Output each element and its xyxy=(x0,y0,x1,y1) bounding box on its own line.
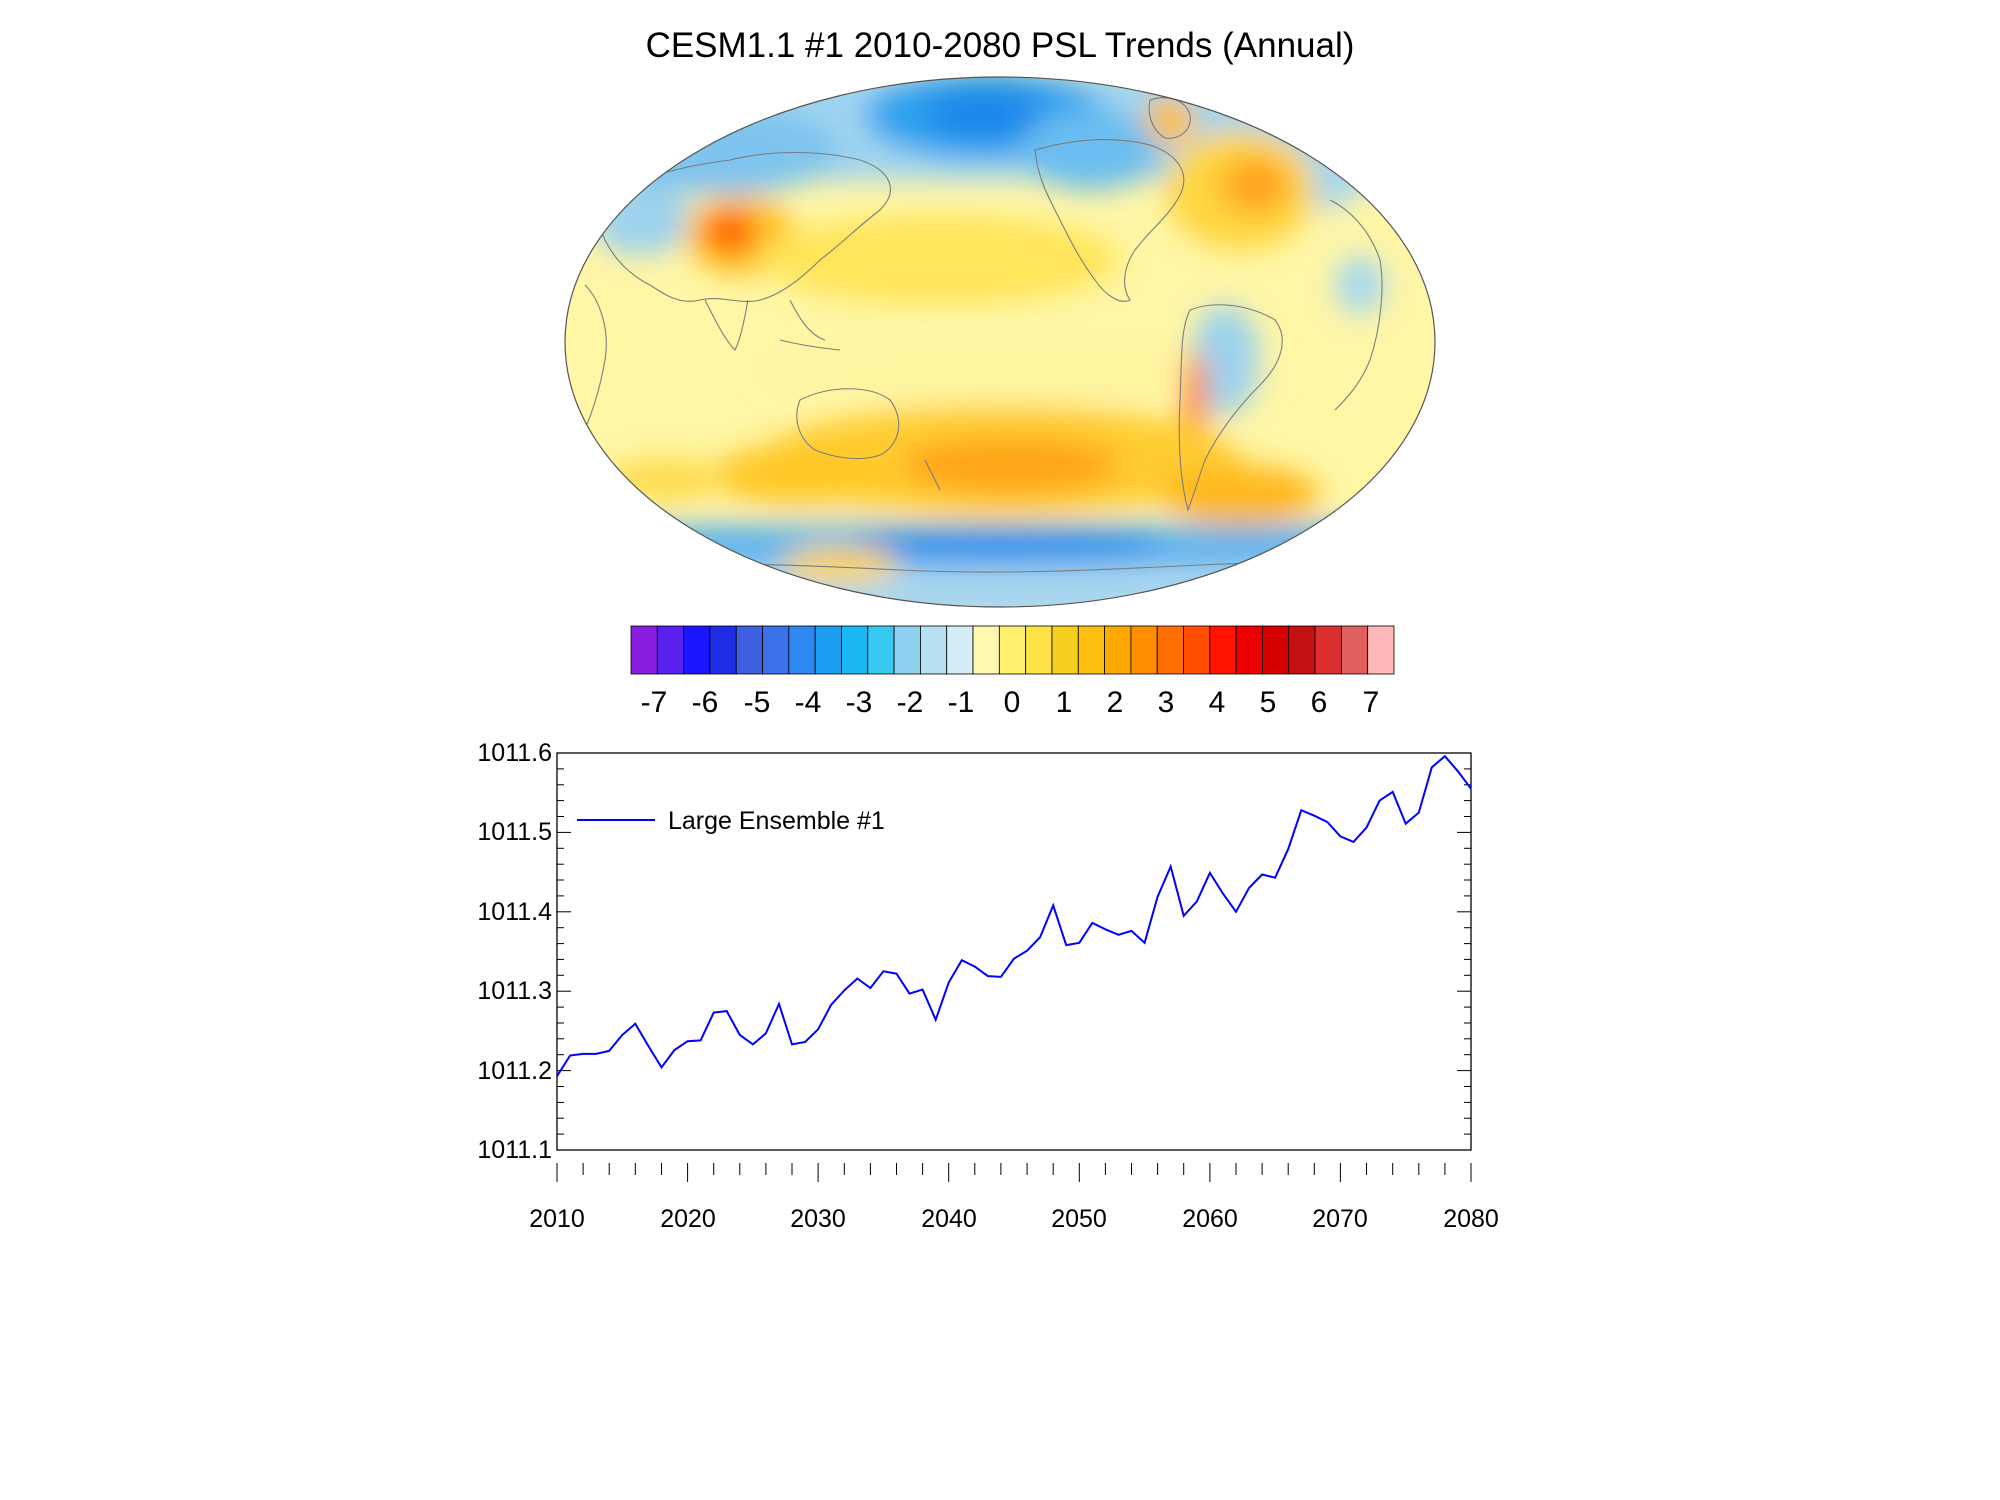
x-tick-label: 2070 xyxy=(1312,1205,1368,1233)
y-tick-label: 1011.1 xyxy=(477,1136,552,1164)
colorbar-box xyxy=(946,625,974,675)
colorbar: -7 -6 -5 -4 -3 -2 -1 0 1 2 3 4 5 6 7 xyxy=(630,625,1395,719)
colorbar-box xyxy=(1367,625,1395,675)
colorbar-tick-label: 3 xyxy=(1158,686,1175,719)
colorbar-tick-label: -7 xyxy=(641,686,668,719)
series-line-large-ensemble-1 xyxy=(556,754,1472,1077)
colorbar-box xyxy=(841,625,869,675)
colorbar-box xyxy=(1340,625,1369,675)
colorbar-box xyxy=(867,625,895,675)
y-tick-label: 1011.4 xyxy=(477,898,552,926)
y-axis-labels: 1011.1 1011.2 1011.3 1011.4 1011.5 1011.… xyxy=(477,739,552,1164)
colorbar-box xyxy=(920,625,948,675)
andes-high xyxy=(1183,350,1207,440)
colorbar-box xyxy=(1314,625,1342,675)
colorbar-box xyxy=(998,625,1027,675)
x-tick-label: 2050 xyxy=(1051,1205,1107,1233)
x-tick-label: 2060 xyxy=(1182,1205,1238,1233)
legend-label: Large Ensemble #1 xyxy=(668,807,885,835)
colorbar-box xyxy=(1025,625,1053,675)
colorbar-box xyxy=(972,625,1000,675)
colorbar-box xyxy=(1288,625,1316,675)
colorbar-tick-label: 7 xyxy=(1363,686,1380,719)
colorbar-box xyxy=(1051,625,1079,675)
colorbar-tick-label: 0 xyxy=(1004,686,1021,719)
colorbar-tick-label: -6 xyxy=(692,686,719,719)
colorbar-tick-label: 2 xyxy=(1107,686,1124,719)
colorbar-tick-label: 4 xyxy=(1209,686,1226,719)
x-tick-label: 2030 xyxy=(790,1205,846,1233)
colorbar-tick-label: 1 xyxy=(1056,686,1073,719)
colorbar-box xyxy=(1209,625,1237,675)
legend: Large Ensemble #1 xyxy=(577,807,885,835)
colorbar-box xyxy=(683,625,711,675)
colorbar-box xyxy=(1104,625,1132,675)
figure-title: CESM1.1 #1 2010-2080 PSL Trends (Annual) xyxy=(645,26,1355,65)
x-axis-labels: 2010 2020 2030 2040 2050 2060 2070 2080 xyxy=(529,1205,1499,1233)
colorbar-tick-label: -3 xyxy=(846,686,873,719)
x-axis-ticks xyxy=(556,1163,1472,1182)
x-tick-label: 2020 xyxy=(660,1205,716,1233)
psl-trend-map xyxy=(564,76,1436,608)
y-axis-ticks xyxy=(557,752,1471,1151)
y-tick-label: 1011.5 xyxy=(477,818,552,846)
colorbar-labels: -7 -6 -5 -4 -3 -2 -1 0 1 2 3 4 5 6 7 xyxy=(641,686,1380,719)
plot-frame xyxy=(556,752,1472,1151)
colorbar-tick-label: -2 xyxy=(897,686,924,719)
colorbar-box xyxy=(1235,625,1263,675)
colorbar-tick-label: -4 xyxy=(795,686,822,719)
south-atlantic-high xyxy=(1160,465,1320,525)
colorbar-box xyxy=(709,625,737,675)
colorbar-box xyxy=(1156,625,1184,675)
colorbar-tick-label: 5 xyxy=(1260,686,1277,719)
y-tick-label: 1011.6 xyxy=(477,739,552,767)
x-tick-label: 2040 xyxy=(921,1205,977,1233)
y-tick-label: 1011.2 xyxy=(477,1057,552,1085)
colorbar-tick-label: 6 xyxy=(1311,686,1328,719)
colorbar-box xyxy=(1077,625,1105,675)
globe-outline xyxy=(564,76,1436,608)
colorbar-tick-label: -1 xyxy=(948,686,975,719)
x-tick-label: 2010 xyxy=(529,1205,585,1233)
colorbar-tick-label: -5 xyxy=(744,686,771,719)
x-tick-label: 2080 xyxy=(1443,1205,1499,1233)
colorbar-box xyxy=(788,625,816,675)
colorbar-boxes xyxy=(630,625,1395,675)
y-tick-label: 1011.3 xyxy=(477,977,552,1005)
colorbar-box xyxy=(1183,625,1211,675)
